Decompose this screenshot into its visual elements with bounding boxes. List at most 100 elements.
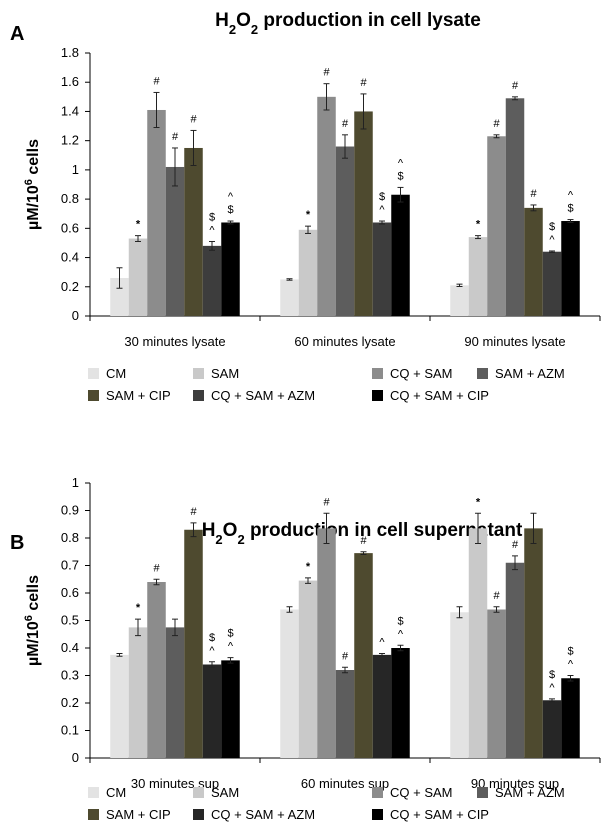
y-tick-label: 1.6 [61,74,79,89]
legend-item: SAM + AZM [477,785,565,800]
chart-title-part: production in cell supernatant [245,520,523,541]
y-tick-label: 0.6 [61,220,79,235]
bar-sam-azm [505,98,525,317]
significance-marker: ^ [568,190,574,202]
chart-title-part: H [202,520,216,541]
bar-sam-cip [354,553,373,758]
bar-cq-sam-azm [202,245,222,316]
bar-cm [450,285,469,316]
significance-marker: ^ [549,234,555,246]
significance-marker: # [360,535,367,547]
bar-sam-azm [165,166,185,316]
legend-item: SAM + CIP [88,807,171,822]
significance-marker: $ [227,628,233,640]
significance-marker: $ [397,170,403,182]
legend-swatch [372,787,383,798]
significance-marker: # [342,118,349,130]
significance-marker: # [153,75,160,87]
legend-label: SAM [211,785,239,800]
bar-sam-azm [335,146,355,316]
bar-cq-sam-azm [542,700,562,758]
chart-title-part: 2 [229,22,236,37]
legend-label: SAM + CIP [106,388,171,403]
legend-item: SAM [193,366,239,381]
legend-swatch [193,390,204,401]
significance-marker: ^ [568,659,574,671]
bar-cq-sam [317,96,336,316]
legend-label: SAM [211,366,239,381]
y-tick-label: 0.2 [61,279,79,294]
chart-title-part: 2 [237,532,244,547]
significance-marker: # [190,506,197,518]
significance-marker: ^ [379,637,385,649]
significance-marker: # [512,80,519,92]
legend-label: CM [106,366,126,381]
significance-marker: ^ [228,191,234,203]
significance-marker: ^ [398,157,404,169]
chart-title: H2O2 production in cell supernatant [202,520,523,547]
bar-cq-sam-cip [391,648,410,758]
y-tick-label: 1.2 [61,133,79,148]
bar-cq-sam-azm [542,251,562,316]
legend-item: CM [88,785,126,800]
bar-cq-sam-azm [372,654,392,758]
bar-sam-cip [354,111,373,316]
x-category-label: 30 minutes sup [131,776,219,791]
y-tick-label: 0.6 [61,585,79,600]
bar-cm [110,278,129,316]
legend-label: CQ + SAM [390,366,453,381]
bar-sam-cip [184,147,203,316]
bar-cq-sam-cip [561,678,580,758]
bar-cq-sam [487,136,506,316]
bar-cq-sam-azm [372,222,392,316]
chart-title-part: O [236,10,251,31]
legend-swatch [372,809,383,820]
legend-swatch [477,368,488,379]
legend-item: CQ + SAM + CIP [372,807,489,822]
y-tick-label: 0.4 [61,250,79,265]
bar-sam-azm [505,562,525,758]
significance-marker: * [306,561,311,573]
panel-letter: B [10,532,24,554]
legend-item: SAM + AZM [477,366,565,381]
y-tick-label: 0.5 [61,613,79,628]
bar-sam [468,528,488,758]
y-tick-label: 0.9 [61,503,79,518]
legend-label: CM [106,785,126,800]
y-tick-label: 0 [72,308,79,323]
significance-marker: # [323,496,330,508]
legend-swatch [88,368,99,379]
legend-label: CQ + SAM [390,785,453,800]
bar-cq-sam-cip [391,194,410,316]
chart-title-part: O [223,520,238,541]
bar-cq-sam-cip [561,221,580,316]
legend-swatch [193,368,204,379]
legend-label: CQ + SAM + CIP [390,388,489,403]
bar-cm [110,654,129,758]
significance-marker: ^ [228,641,234,653]
y-axis-label-part: cells [25,139,42,179]
significance-marker: # [360,77,367,89]
bar-cm [280,279,299,316]
significance-marker: ^ [398,628,404,640]
bar-sam-cip [524,207,543,316]
legend-label: CQ + SAM + CIP [390,807,489,822]
bar-sam-azm [165,627,185,758]
legend-swatch [193,787,204,798]
significance-marker: # [342,650,349,662]
x-category-label: 90 minutes lysate [464,334,565,349]
legend-item: SAM + CIP [88,388,171,403]
y-tick-label: 1.8 [61,45,79,60]
significance-marker: # [172,131,179,143]
legend-swatch [477,787,488,798]
significance-marker: * [306,209,311,221]
y-tick-label: 0.7 [61,558,79,573]
panel-letter: A [10,23,24,45]
significance-marker: # [190,113,197,125]
y-tick-label: 0.8 [61,191,79,206]
significance-marker: # [512,539,519,551]
significance-marker: ^ [549,682,555,694]
significance-marker: * [476,219,481,231]
